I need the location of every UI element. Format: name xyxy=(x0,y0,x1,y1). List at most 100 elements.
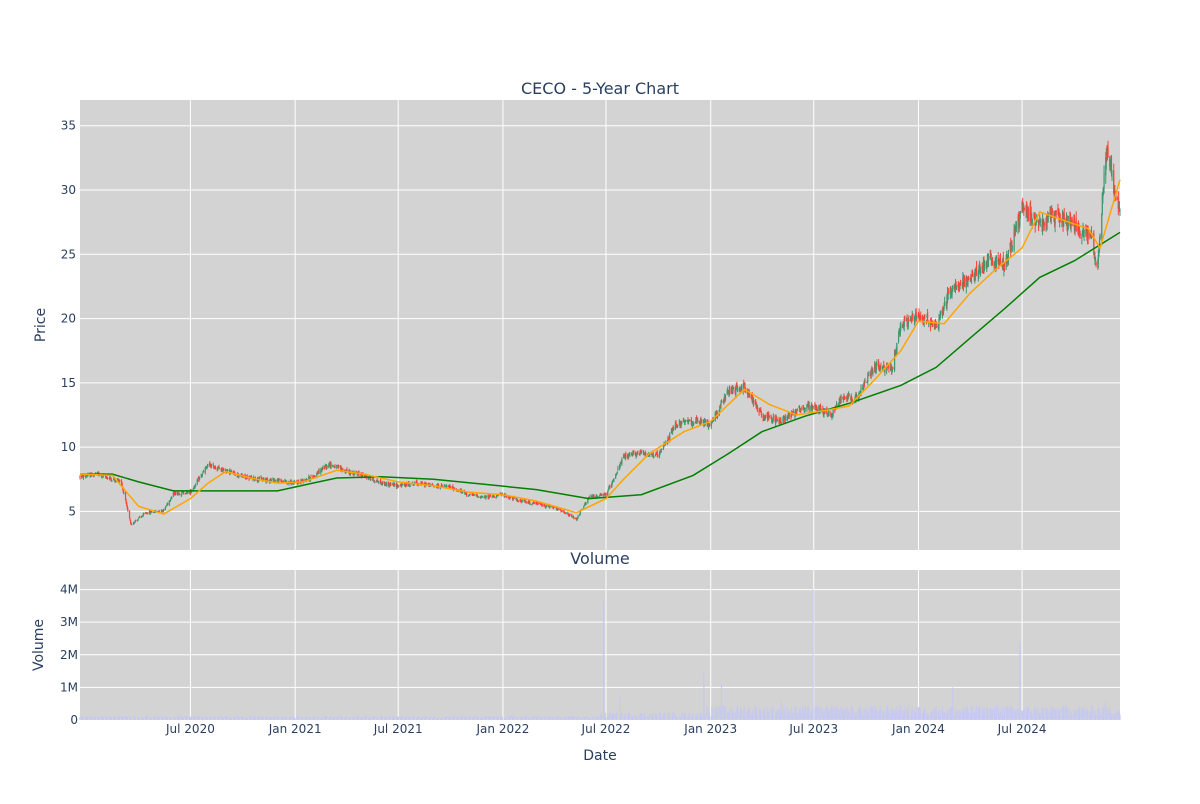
candle-body xyxy=(553,506,555,509)
candle-body xyxy=(963,278,966,287)
candle-body xyxy=(171,496,173,499)
candle-body xyxy=(636,452,638,456)
volume-bar xyxy=(987,715,990,720)
volume-bar xyxy=(194,716,196,720)
volume-bar xyxy=(719,706,721,720)
volume-bar xyxy=(1007,708,1010,720)
candle-body xyxy=(806,405,808,410)
volume-bar xyxy=(418,716,420,720)
volume-bar xyxy=(318,718,320,720)
volume-bar xyxy=(284,717,286,720)
volume-bar xyxy=(836,707,838,720)
volume-bar xyxy=(728,713,731,720)
candle-body xyxy=(1078,228,1080,230)
volume-bar xyxy=(145,716,147,720)
candle-body xyxy=(1014,225,1016,236)
volume-panel: 0 1M 2M 3M 4M Jul 2020 Jan 2021 Jul 2021 Jan 20… xyxy=(31,549,1121,764)
candle-body xyxy=(687,419,690,424)
candle-body xyxy=(124,491,127,500)
candle-body xyxy=(465,491,468,496)
candle-body xyxy=(206,466,208,469)
volume-bar xyxy=(971,706,974,720)
candle-body xyxy=(262,478,264,481)
volume-bar xyxy=(516,717,518,720)
candle-body xyxy=(529,504,531,505)
candle-body xyxy=(377,481,379,483)
candle-body xyxy=(535,502,537,505)
volume-plot-background xyxy=(80,570,1120,720)
volume-bar xyxy=(163,717,165,720)
volume-bar xyxy=(1019,641,1021,720)
candle-body xyxy=(210,465,213,467)
candle-body xyxy=(1079,233,1081,236)
candle-body xyxy=(720,401,723,403)
x-tick-label: Jul 2021 xyxy=(373,722,423,736)
candle-body xyxy=(81,475,83,478)
volume-bar xyxy=(1081,708,1083,720)
volume-bar xyxy=(326,718,328,720)
candle-body xyxy=(512,497,514,501)
volume-bar xyxy=(892,708,894,720)
volume-bar xyxy=(366,717,368,720)
candle-body xyxy=(473,495,475,496)
volume-bar xyxy=(103,716,105,720)
candle-body xyxy=(1065,221,1067,224)
candle-body xyxy=(86,476,88,478)
candle-body xyxy=(944,301,946,306)
volume-bar xyxy=(445,716,448,720)
volume-bar xyxy=(699,712,702,720)
candle-body xyxy=(473,494,476,496)
candle-body xyxy=(987,256,990,262)
candle-body xyxy=(134,520,136,523)
candle-body xyxy=(971,271,973,277)
volume-bar xyxy=(593,717,595,720)
candle-body xyxy=(173,491,176,495)
candle-body xyxy=(539,503,541,504)
candle-body xyxy=(675,422,677,426)
candle-body xyxy=(330,463,332,467)
candle-body xyxy=(756,407,758,410)
candle-body xyxy=(993,262,995,268)
candle-body xyxy=(564,513,567,515)
candle-body xyxy=(957,284,959,287)
volume-bar xyxy=(912,714,914,720)
volume-bar xyxy=(740,708,743,720)
volume-bar xyxy=(258,716,260,720)
candle-body xyxy=(408,484,411,486)
candle-body xyxy=(657,455,659,457)
candle-body xyxy=(333,465,335,467)
candle-body xyxy=(711,418,714,423)
candle-body xyxy=(425,482,427,485)
volume-bar xyxy=(1043,715,1045,720)
candle-body xyxy=(532,503,534,505)
volume-bar xyxy=(165,716,168,720)
candle-body xyxy=(282,480,284,483)
volume-bar xyxy=(513,717,515,720)
candle-body xyxy=(137,519,139,520)
volume-bar xyxy=(480,715,482,720)
volume-bar xyxy=(609,712,611,720)
candle-body xyxy=(704,419,707,424)
volume-bar xyxy=(196,716,198,720)
candle-body xyxy=(647,455,649,457)
candle-body xyxy=(858,396,860,400)
candle-body xyxy=(1027,209,1029,221)
candle-body xyxy=(373,480,375,482)
candle-body xyxy=(677,425,679,426)
volume-bar xyxy=(613,713,615,720)
candle-body xyxy=(633,451,635,454)
volume-bar xyxy=(732,712,735,720)
candle-body xyxy=(593,495,595,498)
candle-body xyxy=(719,405,721,410)
candle-body xyxy=(1069,215,1071,223)
candle-body xyxy=(544,505,546,507)
candle-body xyxy=(795,409,797,413)
candle-body xyxy=(609,485,611,488)
volume-bar xyxy=(111,718,113,720)
candle-body xyxy=(1083,230,1085,235)
candle-body xyxy=(1019,211,1021,214)
candle-body xyxy=(1118,205,1121,211)
candle-body xyxy=(838,402,840,406)
volume-bar xyxy=(645,716,647,720)
candle-body xyxy=(541,504,543,507)
